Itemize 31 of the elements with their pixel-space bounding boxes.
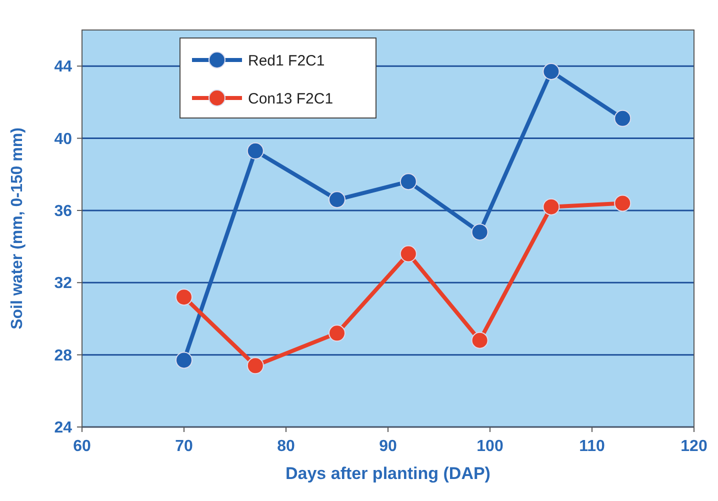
x-tick-label: 60 [73, 438, 91, 455]
x-tick-label: 100 [476, 438, 504, 455]
y-tick-label: 24 [54, 420, 72, 437]
point [246, 142, 264, 160]
y-tick-label: 32 [54, 275, 72, 292]
x-tick-label: 110 [579, 438, 606, 455]
point [400, 173, 417, 190]
point [176, 352, 192, 369]
x-tick-label: 120 [680, 438, 708, 455]
point [614, 110, 632, 127]
legend-label: Red1 F2C1 [248, 52, 325, 70]
point [542, 198, 560, 216]
point [328, 324, 346, 342]
y-tick-label: 44 [54, 58, 72, 76]
point [246, 357, 264, 374]
point [471, 332, 488, 349]
point [614, 194, 632, 212]
y-tick-label: 28 [54, 347, 72, 364]
point [328, 191, 346, 208]
x-tick-label: 70 [175, 438, 193, 455]
y-tick-label: 40 [54, 130, 72, 148]
x-tick-label: 90 [379, 438, 397, 455]
point [542, 63, 560, 80]
x-tick-label: 80 [277, 438, 295, 455]
point [400, 245, 417, 262]
point [471, 224, 488, 241]
point [176, 288, 192, 306]
y-tick-label: 36 [54, 203, 72, 220]
y-axis-title: Soil water (mm, 0-150 mm) [9, 128, 26, 330]
legend-label: Con13 F2C1 [248, 90, 334, 108]
x-axis-title: Days after planting (DAP) [286, 464, 490, 483]
